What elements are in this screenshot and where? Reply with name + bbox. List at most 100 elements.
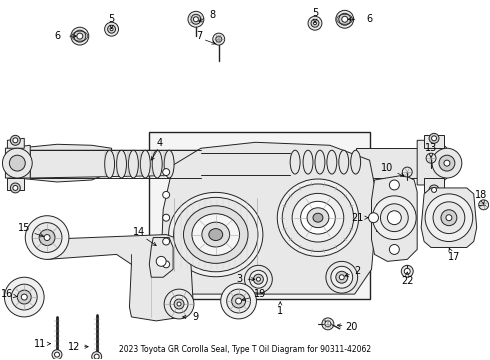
Circle shape: [163, 168, 170, 176]
Circle shape: [25, 216, 69, 259]
Circle shape: [54, 352, 59, 357]
Circle shape: [479, 200, 489, 210]
Polygon shape: [161, 142, 377, 294]
Text: 8: 8: [210, 10, 216, 20]
Circle shape: [432, 148, 462, 178]
Circle shape: [425, 194, 473, 242]
Circle shape: [188, 11, 204, 27]
Polygon shape: [40, 235, 193, 321]
Ellipse shape: [351, 150, 361, 174]
Text: 2023 Toyota GR Corolla Seal, Type T Oil Diagram for 90311-42062: 2023 Toyota GR Corolla Seal, Type T Oil …: [120, 345, 371, 354]
Ellipse shape: [152, 150, 162, 178]
Circle shape: [156, 256, 166, 266]
Circle shape: [2, 148, 32, 178]
Circle shape: [339, 275, 344, 280]
Polygon shape: [417, 140, 447, 185]
Circle shape: [314, 22, 317, 25]
Circle shape: [163, 214, 170, 221]
Ellipse shape: [315, 150, 325, 174]
Ellipse shape: [169, 192, 263, 277]
Circle shape: [432, 136, 437, 141]
Bar: [371, 200, 401, 235]
Circle shape: [74, 30, 86, 42]
Circle shape: [110, 28, 113, 31]
Circle shape: [163, 261, 170, 268]
Text: 14: 14: [133, 226, 146, 237]
Circle shape: [342, 16, 348, 22]
Text: 16: 16: [1, 289, 14, 299]
Text: 18: 18: [474, 190, 487, 200]
Circle shape: [216, 36, 221, 42]
Ellipse shape: [300, 201, 335, 234]
Polygon shape: [7, 178, 24, 190]
Polygon shape: [356, 148, 419, 178]
Circle shape: [325, 321, 331, 327]
Text: 5: 5: [108, 14, 115, 24]
Circle shape: [336, 271, 348, 283]
Circle shape: [444, 160, 450, 166]
Circle shape: [194, 17, 198, 22]
Circle shape: [220, 283, 256, 319]
Circle shape: [388, 211, 401, 225]
Circle shape: [170, 295, 188, 313]
Circle shape: [253, 274, 264, 284]
Polygon shape: [7, 138, 24, 148]
Ellipse shape: [164, 150, 174, 178]
Circle shape: [380, 204, 408, 231]
Polygon shape: [371, 175, 417, 261]
Circle shape: [21, 294, 27, 300]
Circle shape: [191, 14, 201, 24]
Circle shape: [17, 290, 31, 304]
Circle shape: [429, 185, 439, 195]
Polygon shape: [5, 145, 30, 178]
Ellipse shape: [105, 150, 115, 178]
Circle shape: [177, 302, 181, 306]
Polygon shape: [30, 150, 201, 178]
Bar: [149, 132, 369, 299]
Polygon shape: [421, 188, 477, 247]
Circle shape: [39, 230, 55, 246]
Polygon shape: [201, 153, 290, 175]
Circle shape: [13, 138, 18, 143]
Circle shape: [13, 185, 18, 190]
Circle shape: [308, 16, 322, 30]
Polygon shape: [424, 178, 444, 192]
Circle shape: [213, 33, 225, 45]
Text: 1: 1: [277, 302, 283, 316]
Circle shape: [404, 268, 410, 274]
Circle shape: [368, 213, 378, 223]
Circle shape: [439, 155, 455, 171]
Text: 21: 21: [351, 213, 364, 223]
Ellipse shape: [307, 208, 329, 228]
Text: 6: 6: [367, 14, 372, 24]
Circle shape: [441, 210, 457, 226]
Circle shape: [256, 277, 260, 281]
Polygon shape: [17, 144, 112, 182]
Circle shape: [429, 133, 439, 143]
Circle shape: [401, 265, 413, 277]
Text: 17: 17: [448, 252, 460, 262]
Ellipse shape: [290, 150, 300, 174]
Circle shape: [245, 265, 272, 293]
Circle shape: [9, 155, 25, 171]
Text: 15: 15: [18, 222, 30, 233]
Circle shape: [4, 277, 44, 317]
Ellipse shape: [313, 213, 323, 222]
Polygon shape: [149, 238, 173, 277]
Bar: [375, 204, 397, 231]
Circle shape: [11, 284, 37, 310]
Circle shape: [402, 167, 412, 177]
Circle shape: [232, 294, 245, 308]
Ellipse shape: [202, 222, 230, 247]
Circle shape: [322, 318, 334, 330]
Text: 3: 3: [236, 274, 255, 284]
Polygon shape: [424, 135, 444, 148]
Text: 19: 19: [254, 289, 267, 299]
Circle shape: [92, 352, 101, 360]
Ellipse shape: [277, 179, 359, 256]
Circle shape: [331, 266, 353, 288]
Circle shape: [71, 27, 89, 45]
Circle shape: [236, 298, 242, 304]
Ellipse shape: [140, 150, 150, 178]
Circle shape: [52, 350, 62, 360]
